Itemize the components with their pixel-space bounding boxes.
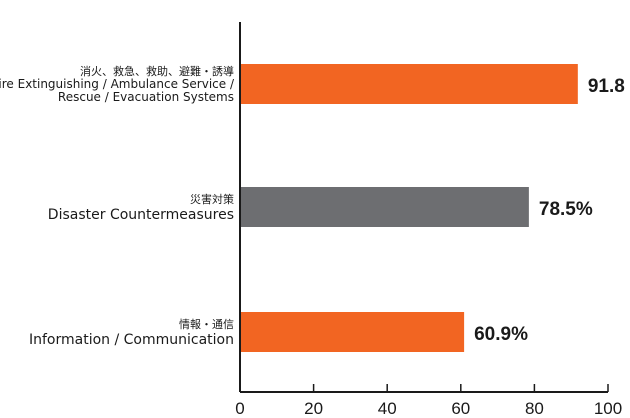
category-label-en-1-1: Fire Extinguishing / Ambulance Service / [0,77,235,91]
x-axis: 0 20 40 60 80 100 [235,22,622,418]
category-label-ja-3: 情報・通信 [179,318,234,331]
bar-3 [240,312,465,352]
x-tick-label-100: 100 [594,399,622,418]
bar-1 [240,64,578,104]
category-label-en-2-1: Disaster Countermeasures [48,207,234,223]
x-tick-label-80: 80 [525,399,544,418]
category-label-ja-1: 消火、救急、救助、避難・誘導 [80,64,234,78]
bar-2 [240,187,529,227]
value-label-1: 91.8 [588,76,625,97]
value-label-3: 60.9% [474,324,528,345]
value-labels-layer: 91.8 78.5% 60.9% [474,76,625,345]
x-tick-label-0: 0 [235,399,244,418]
x-tick-label-40: 40 [378,399,397,418]
x-tick-label-60: 60 [451,399,470,418]
value-label-2: 78.5% [539,199,593,220]
bars-layer [240,64,578,352]
category-label-ja-2: 災害対策 [190,192,234,206]
category-label-en-3-1: Information / Communication [29,332,234,348]
category-label-en-1-2: Rescue / Evacuation Systems [58,90,234,104]
x-tick-label-20: 20 [304,399,323,418]
